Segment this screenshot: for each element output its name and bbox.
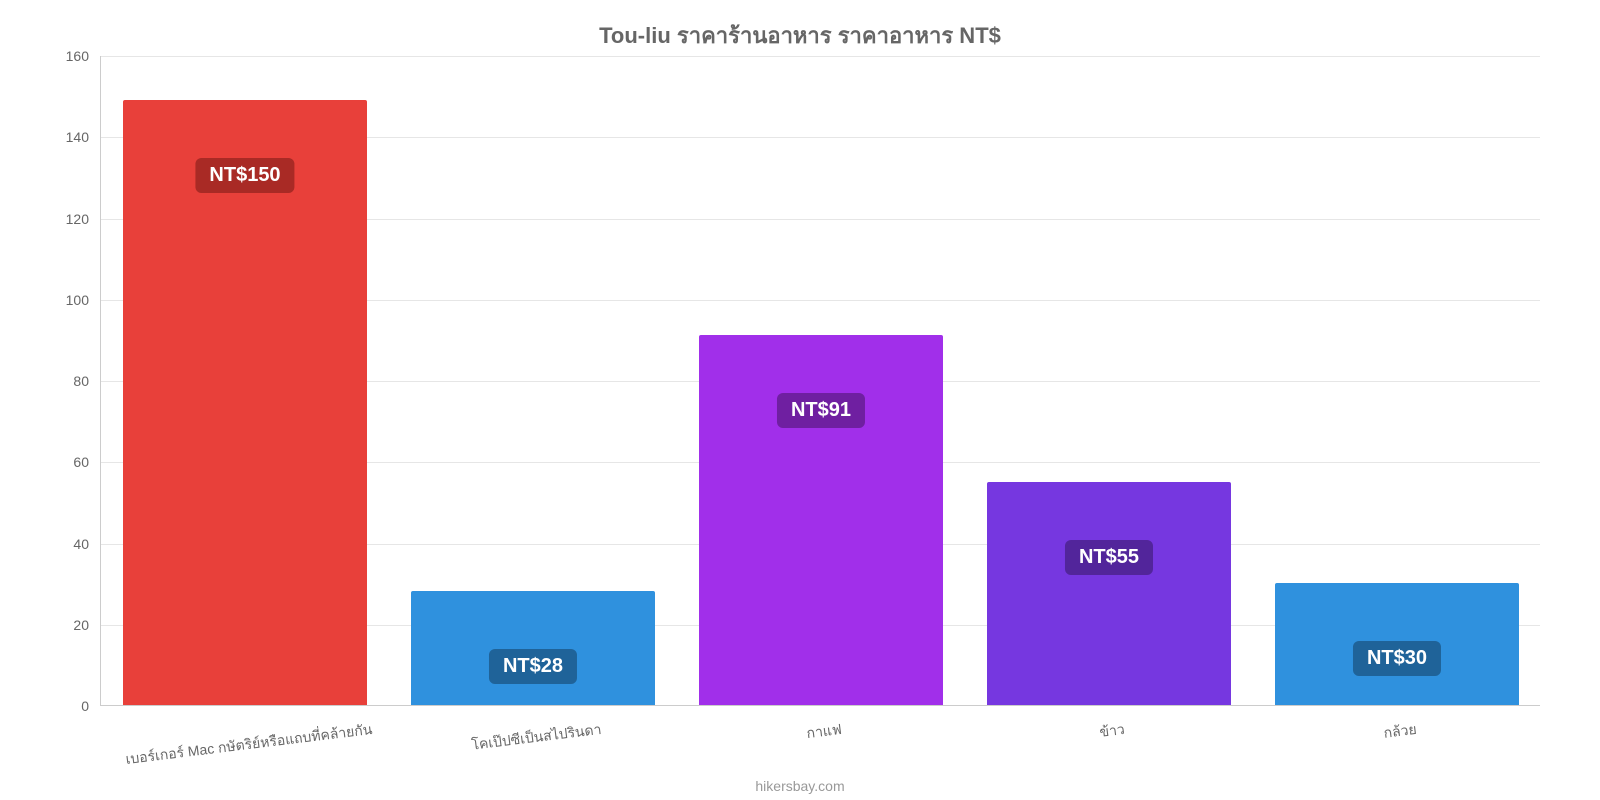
gridline — [101, 56, 1540, 57]
bar: NT$55 — [987, 482, 1232, 705]
y-tick-label: 20 — [73, 617, 101, 633]
x-tick-label: เบอร์เกอร์ Mac กษัตริย์หรือแถบที่คล้ายกั… — [123, 705, 374, 771]
bar-value-badge: NT$55 — [1065, 540, 1153, 575]
chart-title: Tou-liu ราคาร้านอาหาร ราคาอาหาร NT$ — [0, 0, 1600, 53]
bar-slot: NT$28 — [389, 591, 677, 705]
bar-value-badge: NT$150 — [195, 158, 294, 193]
bar: NT$150 — [123, 100, 368, 705]
bar-slot: NT$30 — [1253, 583, 1541, 705]
bar-slot: NT$91 — [677, 335, 965, 705]
attribution-text: hikersbay.com — [0, 778, 1600, 794]
bar-slot: NT$150 — [101, 100, 389, 705]
y-tick-label: 40 — [73, 536, 101, 552]
x-tick-label: กล้วย — [1381, 705, 1418, 745]
x-tick-label: ข้าว — [1097, 705, 1126, 744]
bar-value-badge: NT$28 — [489, 649, 577, 684]
x-tick-label: กาแฟ — [804, 705, 843, 745]
plot-area: 020406080100120140160NT$150เบอร์เกอร์ Ma… — [100, 56, 1540, 706]
y-tick-label: 120 — [66, 211, 101, 227]
y-tick-label: 160 — [66, 48, 101, 64]
x-tick-label: โคเป๊ปซีเป็นสไปรินดา — [469, 705, 603, 757]
y-tick-label: 0 — [81, 698, 101, 714]
y-tick-label: 100 — [66, 292, 101, 308]
y-tick-label: 140 — [66, 129, 101, 145]
bar-slot: NT$55 — [965, 482, 1253, 705]
y-tick-label: 60 — [73, 454, 101, 470]
bar-value-badge: NT$30 — [1353, 641, 1441, 676]
bar: NT$30 — [1275, 583, 1520, 705]
chart-container: Tou-liu ราคาร้านอาหาร ราคาอาหาร NT$ 0204… — [0, 0, 1600, 800]
y-tick-label: 80 — [73, 373, 101, 389]
bar-value-badge: NT$91 — [777, 393, 865, 428]
bar: NT$91 — [699, 335, 944, 705]
bar: NT$28 — [411, 591, 656, 705]
